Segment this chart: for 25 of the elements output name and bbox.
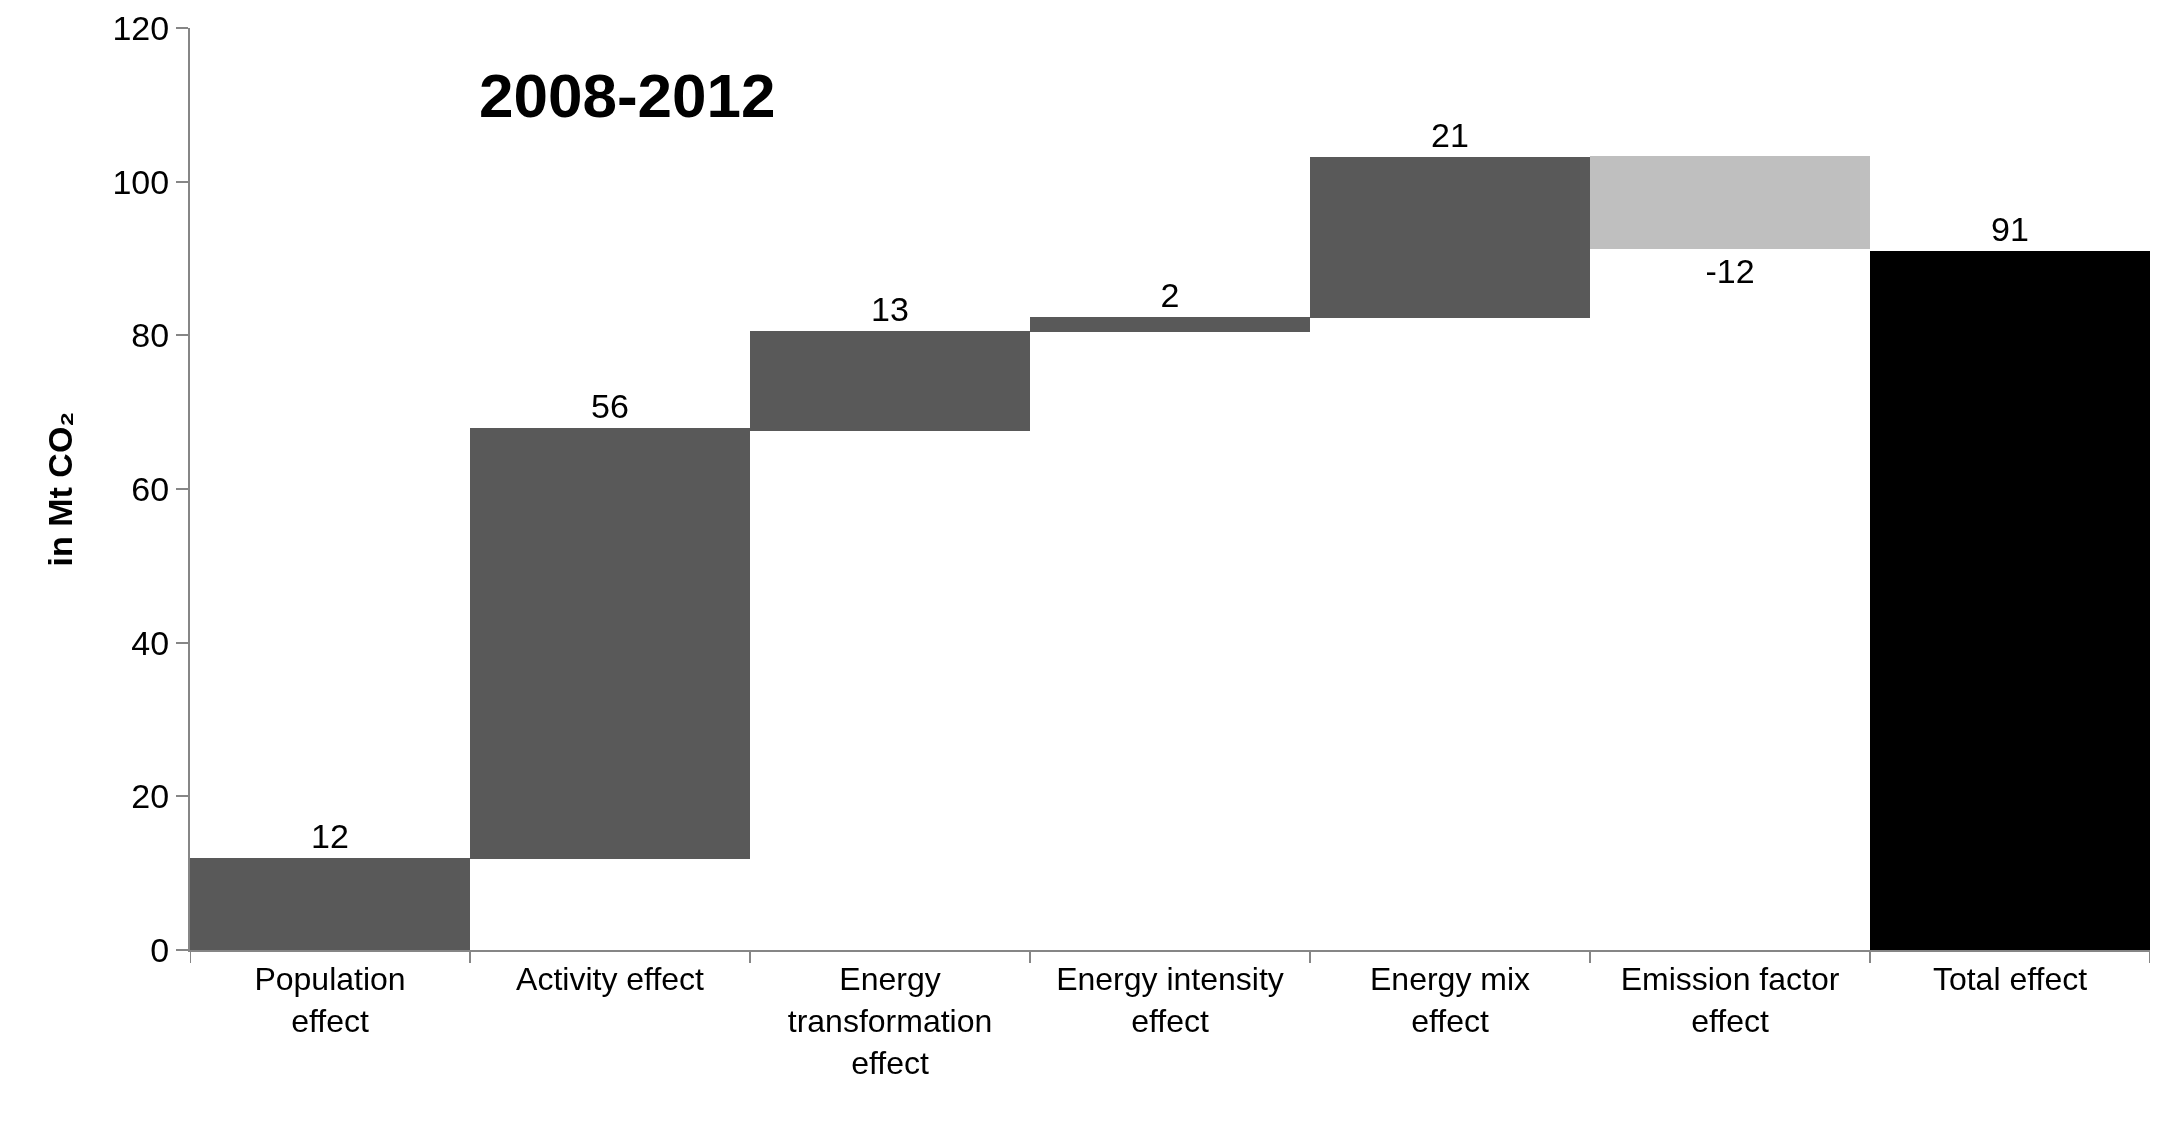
- x-tick-label: Emission factor effect: [1620, 961, 1840, 1039]
- x-tick-label: Population effect: [254, 961, 406, 1039]
- data-label: 56: [591, 387, 629, 425]
- y-tick-label: 40: [131, 623, 170, 662]
- y-axis-title: in Mt CO₂: [40, 411, 79, 567]
- data-label: 13: [871, 290, 909, 328]
- y-tick-label: 100: [112, 162, 170, 201]
- y-tick-label: 120: [112, 8, 170, 47]
- data-label: 12: [311, 817, 349, 855]
- x-tick-label: Energy transformation effect: [787, 961, 993, 1081]
- data-label: 2: [1160, 276, 1180, 314]
- bar: [1870, 251, 2150, 950]
- y-tick-label: 20: [131, 777, 170, 816]
- y-tick-label: 80: [131, 316, 170, 355]
- data-label: 21: [1431, 116, 1469, 154]
- data-label: -12: [1705, 252, 1755, 290]
- x-tick-label: Total effect: [1932, 961, 2088, 998]
- bar: [1590, 156, 1870, 249]
- text: 2008-2012: [479, 60, 776, 130]
- x-tick-label: Activity effect: [516, 961, 705, 998]
- y-tick-label: 60: [131, 469, 170, 508]
- data-label: 91: [1991, 210, 2029, 248]
- x-tick-label: Energy mix effect: [1369, 961, 1531, 1039]
- x-tick-label: Energy intensity effect: [1056, 961, 1284, 1039]
- y-tick-label: 0: [150, 930, 170, 969]
